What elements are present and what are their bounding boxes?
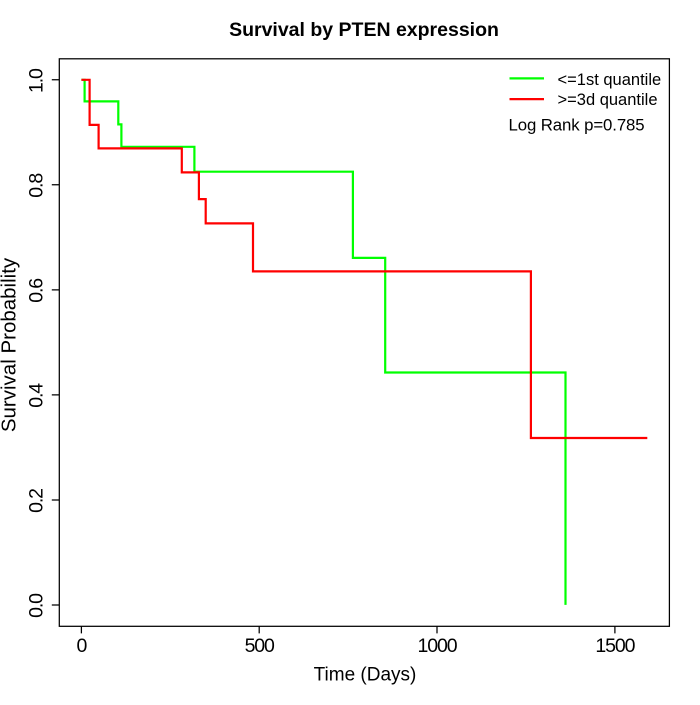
svg-text:0.2: 0.2: [26, 489, 48, 513]
svg-text:Survival by PTEN expression: Survival by PTEN expression: [229, 19, 499, 41]
svg-text:1000: 1000: [418, 635, 458, 657]
svg-text:0.8: 0.8: [26, 174, 48, 198]
svg-text:>=3d quantile: >=3d quantile: [558, 91, 658, 109]
svg-text:0: 0: [77, 635, 88, 657]
svg-text:Time (Days): Time (Days): [314, 665, 417, 686]
svg-text:500: 500: [245, 635, 275, 657]
svg-text:0.0: 0.0: [26, 593, 48, 618]
svg-text:<=1st quantile: <=1st quantile: [558, 71, 662, 89]
svg-text:Log Rank p=0.785: Log Rank p=0.785: [509, 116, 645, 135]
svg-text:0.4: 0.4: [26, 383, 48, 408]
svg-text:Survival Probability: Survival Probability: [0, 257, 21, 432]
svg-text:0.6: 0.6: [26, 279, 48, 303]
svg-text:1500: 1500: [595, 635, 635, 657]
svg-text:1.0: 1.0: [26, 68, 48, 93]
